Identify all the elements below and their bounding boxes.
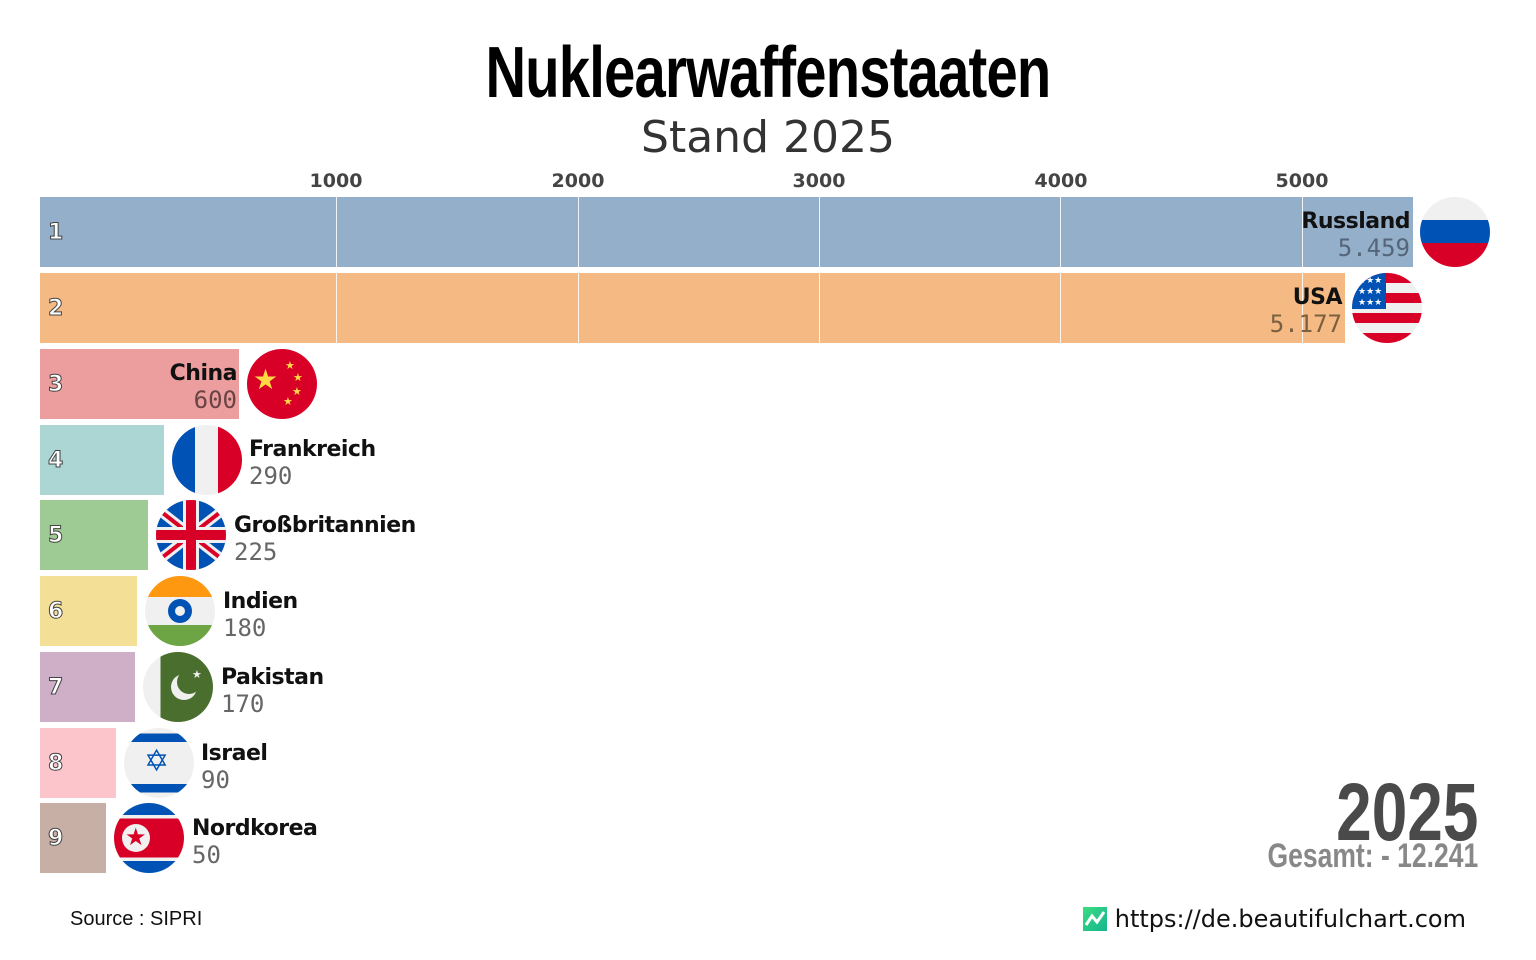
country-name: Russland xyxy=(1301,209,1410,234)
gridline xyxy=(336,196,337,344)
rank-label: 5 xyxy=(47,523,64,549)
axis-tick-4000: 4000 xyxy=(1034,170,1088,192)
site-url[interactable]: https://de.beautifulchart.com xyxy=(1114,905,1466,933)
country-value: 5.459 xyxy=(1337,234,1410,262)
site-link[interactable]: https://de.beautifulchart.com xyxy=(1082,905,1466,933)
axis-tick-2000: 2000 xyxy=(551,170,605,192)
country-value: 50 xyxy=(192,841,221,869)
bar-frankreich xyxy=(40,425,164,495)
country-name: USA xyxy=(1292,285,1343,310)
bar-indien xyxy=(40,576,137,646)
source-label: Source : SIPRI xyxy=(70,908,203,930)
rank-label: 6 xyxy=(47,599,64,625)
rank-label: 4 xyxy=(47,448,64,474)
country-name: China xyxy=(169,361,238,386)
country-value: 170 xyxy=(221,690,265,718)
china-flag-icon: ★ ★ ★ ★ ★ xyxy=(247,349,317,419)
country-name: Großbritannien xyxy=(234,513,416,538)
bar-nordkorea xyxy=(40,803,106,873)
chart-title: Nuklearwaffenstaaten xyxy=(485,33,1052,113)
axis-tick-5000: 5000 xyxy=(1275,170,1329,192)
country-value: 90 xyxy=(201,766,230,794)
bar-china xyxy=(40,349,239,419)
country-name: Frankreich xyxy=(249,437,376,462)
country-value: 180 xyxy=(223,614,267,642)
gridline xyxy=(578,196,579,344)
usa-flag-icon: ★★★ ★★★ ★★★ xyxy=(1352,273,1422,343)
country-value: 5.177 xyxy=(1269,310,1342,338)
country-name: Pakistan xyxy=(221,665,324,690)
country-name: Israel xyxy=(201,741,268,766)
total-label: Gesamt: - 12.241 xyxy=(1267,837,1478,875)
axis-tick-1000: 1000 xyxy=(309,170,363,192)
country-value: 600 xyxy=(193,386,237,414)
rank-label: 8 xyxy=(47,751,64,777)
rank-label: 3 xyxy=(47,372,64,398)
country-name: Indien xyxy=(223,589,298,614)
russia-flag-icon xyxy=(1420,197,1490,267)
india-flag-icon xyxy=(145,576,215,646)
pakistan-flag-icon: ★ xyxy=(143,652,213,722)
bar-usa xyxy=(40,273,1345,343)
north-korea-flag-icon: ★ xyxy=(114,803,184,873)
gridline xyxy=(1060,196,1061,344)
bar-grossbritannien xyxy=(40,500,148,570)
country-name: Nordkorea xyxy=(192,816,318,841)
rank-label: 9 xyxy=(47,826,64,852)
gridline xyxy=(1302,196,1303,344)
chart-logo-icon xyxy=(1082,907,1107,931)
bar-russland xyxy=(40,197,1413,267)
bar-israel xyxy=(40,728,116,798)
country-value: 225 xyxy=(234,538,278,566)
france-flag-icon xyxy=(172,425,242,495)
axis-tick-3000: 3000 xyxy=(792,170,846,192)
israel-flag-icon: ✡ xyxy=(124,728,194,798)
bar-pakistan xyxy=(40,652,135,722)
country-value: 290 xyxy=(249,462,293,490)
gridline xyxy=(819,196,820,344)
year-display: 2025 xyxy=(1335,767,1478,858)
rank-label: 2 xyxy=(47,296,64,322)
rank-label: 1 xyxy=(47,220,64,246)
rank-label: 7 xyxy=(47,675,64,701)
chart-subtitle: Stand 2025 xyxy=(641,112,895,163)
uk-flag-icon xyxy=(156,500,226,570)
